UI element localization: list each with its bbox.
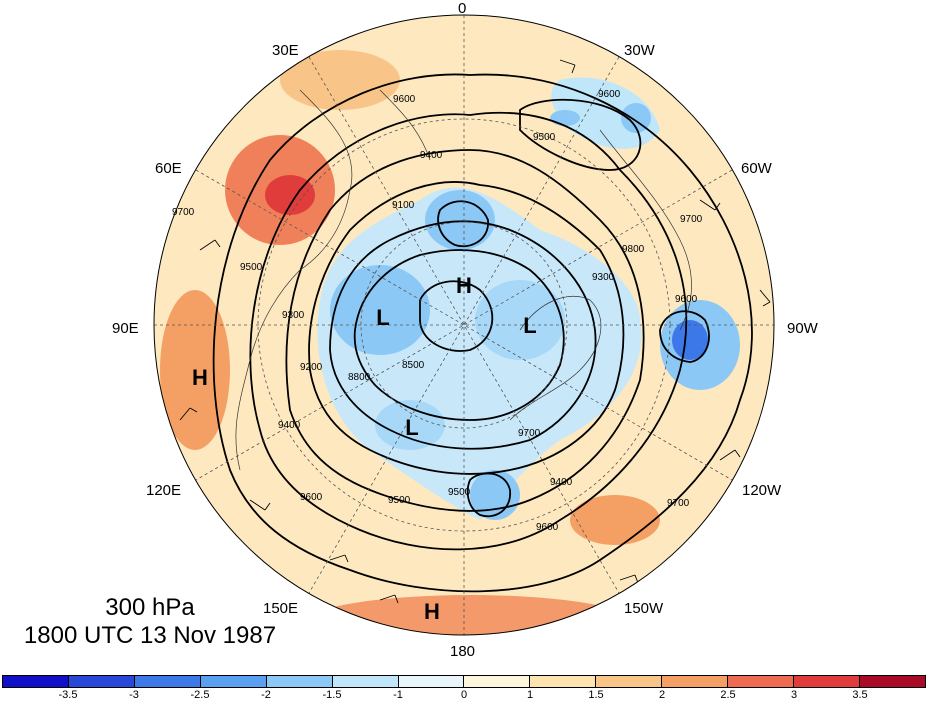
- height-contours: [212, 73, 753, 593]
- colorbar-tick-label: -1: [393, 689, 403, 701]
- low-pressure-center: L: [405, 415, 419, 440]
- time-label: 1800 UTC 13 Nov 1987: [23, 622, 277, 649]
- colorbar-swatch: [200, 676, 267, 687]
- contour-label: 9400: [278, 420, 301, 431]
- colorbar-tick-label: -1.5: [322, 689, 342, 701]
- colorbar-swatch: [530, 676, 597, 687]
- colorbar-tick-label: 1: [526, 689, 534, 701]
- lon-label-90e: 90E: [112, 320, 139, 337]
- colorbar-tick-label: 1.5: [588, 689, 604, 701]
- contour-label: 9600: [393, 94, 416, 105]
- high-pressure-center: H: [192, 365, 208, 390]
- lon-label-30e: 30E: [272, 42, 299, 59]
- contour-label: 9300: [592, 272, 615, 283]
- colorbar-tick-label: -2: [261, 689, 271, 701]
- warm-anomaly-region: [280, 50, 400, 110]
- colorbar-swatch: [266, 676, 333, 687]
- cold-anomaly-core: [672, 320, 708, 360]
- contour-label: 9700: [518, 428, 541, 439]
- colorbar-tick-label: -2.5: [190, 689, 210, 701]
- contour-label: 9600: [300, 492, 323, 503]
- high-pressure-center: H: [424, 599, 440, 624]
- colorbar-swatch: [662, 676, 729, 687]
- lon-label-90w: 90W: [787, 320, 818, 337]
- contour-label: 9600: [598, 89, 621, 100]
- graticule: [154, 15, 774, 635]
- colorbar-swatch: [3, 676, 69, 687]
- contour-label: 9500: [388, 495, 411, 506]
- contour-label: 9700: [680, 214, 703, 225]
- colorbar-tick-label: 3: [790, 689, 798, 701]
- colorbar-tick-label: 0: [460, 689, 468, 701]
- warm-anomaly-region: [570, 495, 660, 545]
- polar-map: 9600 9500 9400 9100 9700 9500 9300 9600 …: [153, 14, 775, 636]
- colorbar-swatch: [68, 676, 135, 687]
- contour-label: 9400: [550, 477, 573, 488]
- colorbar-tick-label: -3.5: [58, 689, 78, 701]
- contour-label: 9100: [392, 200, 415, 211]
- low-pressure-center: L: [523, 313, 537, 338]
- lon-label-120e: 120E: [146, 482, 182, 499]
- colorbar-tick-label: 2.5: [720, 689, 736, 701]
- warm-anomaly-region: [300, 595, 640, 635]
- map-boundary: [153, 14, 775, 636]
- colorbar-swatch: [332, 676, 399, 687]
- colorbar: [2, 675, 926, 688]
- contour-label: 9500: [240, 262, 263, 273]
- contour-label: 9700: [667, 498, 690, 509]
- colorbar-swatch: [464, 676, 531, 687]
- contour-label: 9300: [282, 310, 305, 321]
- colorbar-swatch: [794, 676, 860, 687]
- cold-anomaly-core: [475, 280, 565, 360]
- lon-label-150w: 150W: [624, 600, 664, 617]
- lon-label-60w: 60W: [741, 160, 772, 177]
- contour-label: 9200: [300, 362, 323, 373]
- contour-labels: 9600 9500 9400 9100 9700 9500 9300 9600 …: [172, 89, 703, 533]
- lon-label-150e: 150E: [263, 600, 299, 617]
- level-label: 300 hPa: [105, 594, 195, 621]
- low-pressure-center: L: [376, 305, 390, 330]
- colorbar-swatch: [398, 676, 465, 687]
- colorbar-tick-label: 2: [658, 689, 666, 701]
- warm-anomaly-region: [160, 290, 230, 450]
- contour-label: 9500: [533, 132, 556, 143]
- colorbar-swatch: [728, 676, 795, 687]
- contour-label: 9600: [675, 294, 698, 305]
- colorbar-tick-label: 3.5: [852, 689, 868, 701]
- cold-anomaly-core: [550, 110, 580, 126]
- colorbar-swatch: [134, 676, 201, 687]
- coastlines: [235, 89, 692, 471]
- contour-label: 9800: [622, 244, 645, 255]
- colorbar-swatch: [859, 676, 925, 687]
- warm-anomaly-core: [265, 175, 315, 215]
- lon-label-120w: 120W: [742, 482, 782, 499]
- lon-label-0: 0: [458, 0, 467, 17]
- contour-label: 9500: [448, 487, 471, 498]
- lon-label-180: 180: [450, 643, 476, 660]
- lon-label-60e: 60E: [155, 160, 182, 177]
- contour-label: 9600: [536, 522, 559, 533]
- contour-label: 8800: [348, 372, 371, 383]
- wind-barbs: [179, 59, 771, 604]
- high-pressure-center: H: [456, 273, 472, 298]
- lon-label-30w: 30W: [624, 42, 655, 59]
- colorbar-swatch: [596, 676, 663, 687]
- contour-label: 9400: [420, 150, 443, 161]
- colorbar-tick-label: -3: [129, 689, 139, 701]
- contour-label: 9700: [172, 207, 195, 218]
- contour-label: 8500: [402, 360, 425, 371]
- cold-anomaly-core: [425, 190, 495, 250]
- cold-anomaly-core: [375, 400, 445, 450]
